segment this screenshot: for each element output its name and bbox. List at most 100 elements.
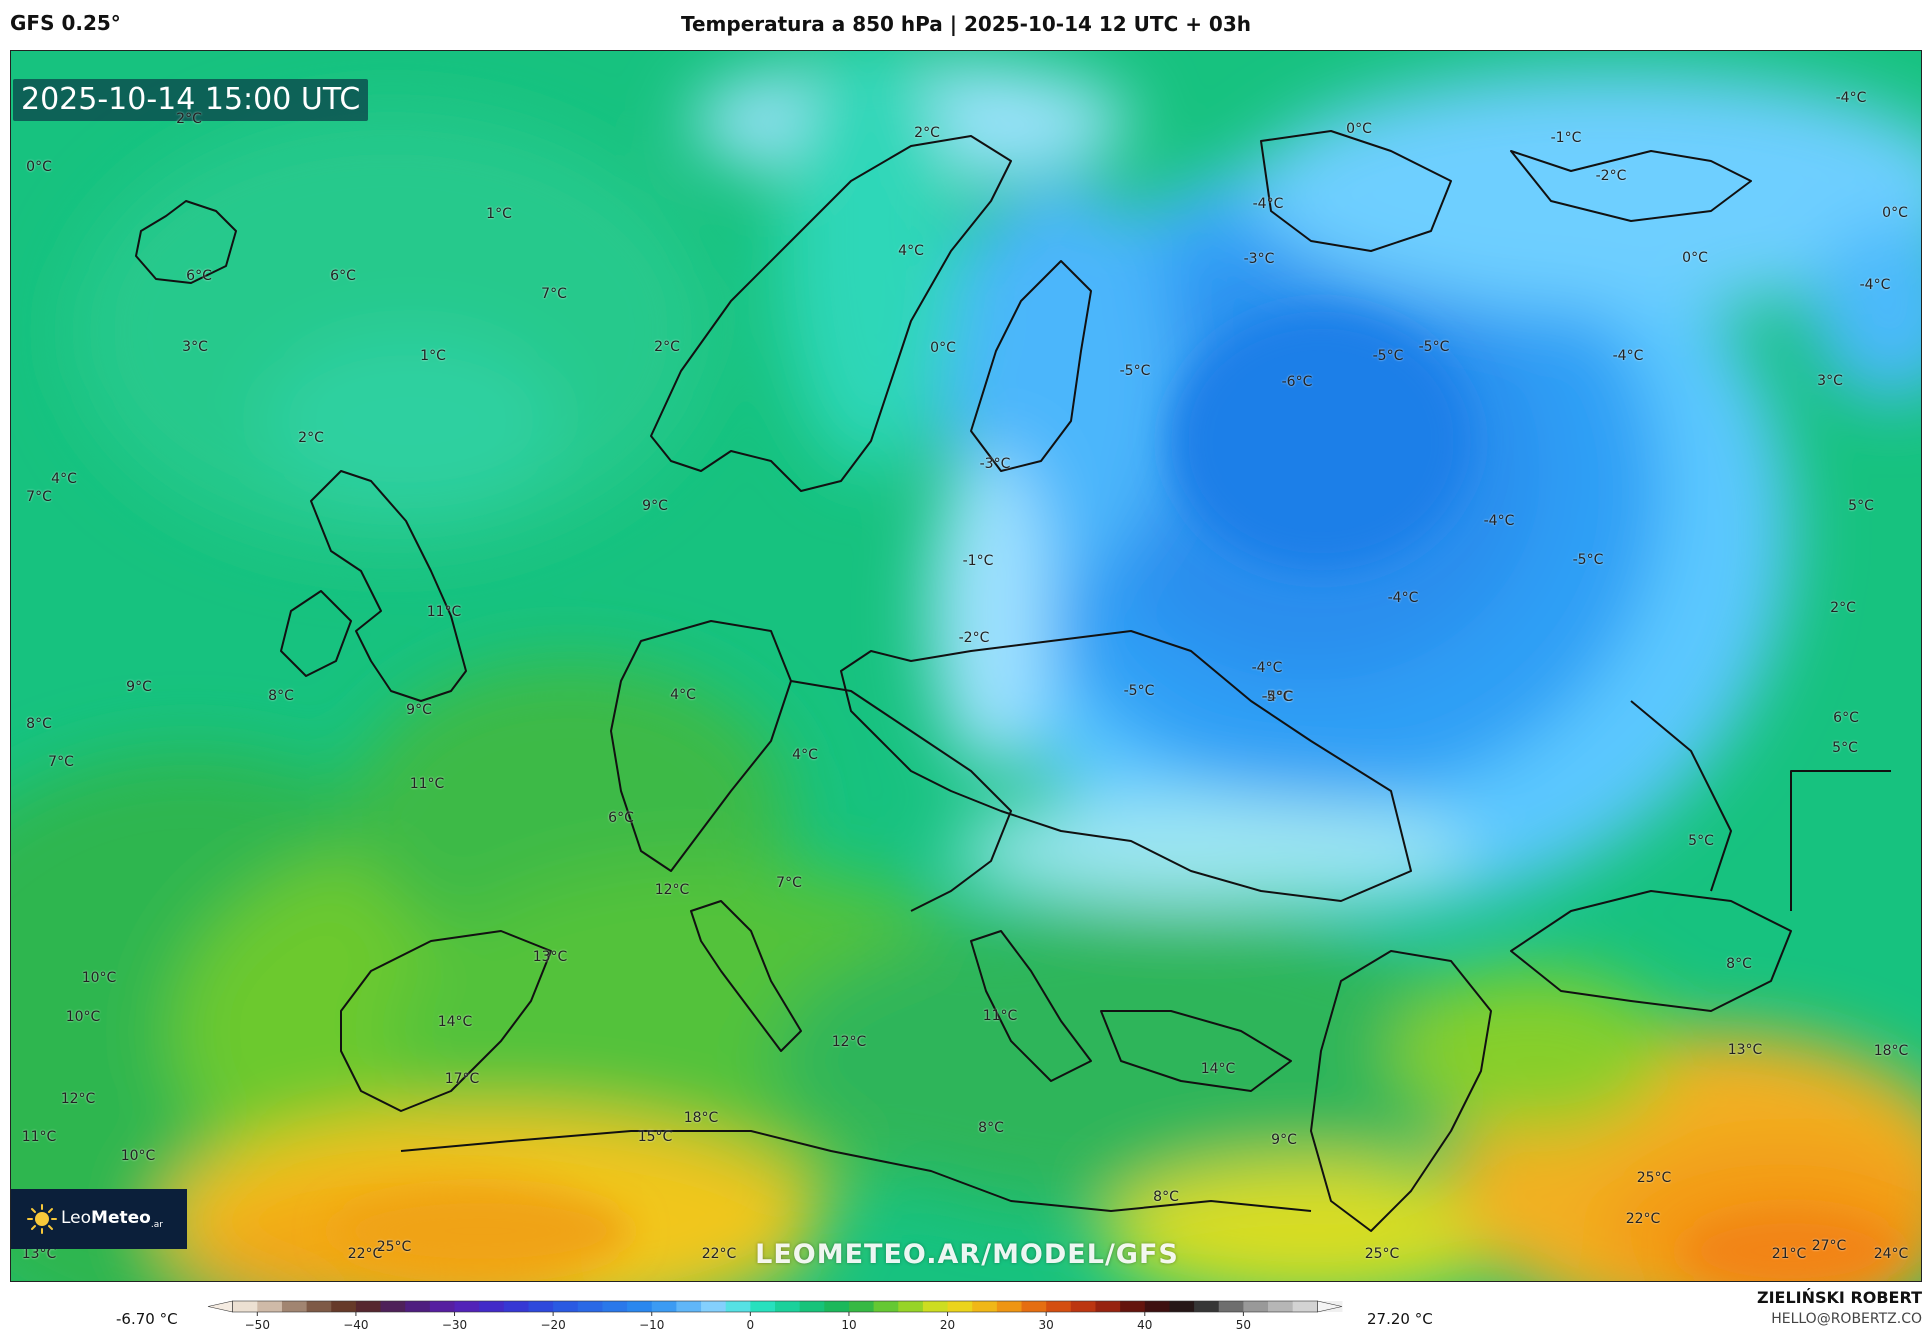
colorbar-tick-label: 50 [1236, 1318, 1251, 1332]
temp-label: 14°C [437, 1014, 473, 1030]
temp-label: 12°C [831, 1034, 867, 1050]
colorbar-cell [1218, 1301, 1244, 1312]
colorbar-min-arrow [207, 1300, 233, 1313]
temp-label: -2°C [1595, 168, 1627, 184]
temp-label: 17°C [444, 1071, 480, 1087]
colorbar-cell [1046, 1301, 1072, 1312]
temp-label: 6°C [186, 268, 212, 284]
colorbar-cell [775, 1301, 801, 1312]
temp-label: 21°C [1771, 1246, 1807, 1262]
temp-label: 11°C [982, 1008, 1018, 1024]
temp-label: 9°C [126, 679, 152, 695]
temperature-map: 2025-10-14 15:00 UTC 2°C 0°C 1°C 6°C 6°C… [10, 50, 1922, 1282]
temp-label: 8°C [1153, 1189, 1179, 1205]
colorbar-cell [1268, 1301, 1294, 1312]
colorbar-cell [306, 1301, 332, 1312]
temp-label: 7°C [541, 286, 567, 302]
colorbar-cell [429, 1301, 456, 1312]
colorbar-cell [479, 1301, 505, 1312]
logo-text: LeoMeteo.ar [61, 1208, 163, 1230]
temp-label: 10°C [81, 970, 117, 986]
temp-label: 2°C [176, 111, 202, 127]
colorbar-tick-label: −40 [343, 1318, 368, 1332]
temp-label: -4°C [1252, 196, 1284, 212]
temp-label: 0°C [26, 159, 52, 175]
temp-label: -4°C [1859, 277, 1891, 293]
colorbar-cell [577, 1301, 603, 1312]
author-email[interactable]: HELLO@ROBERTZ.CO [1771, 1311, 1922, 1327]
temp-label: 15°C [637, 1129, 673, 1145]
colorbar-cell [380, 1301, 406, 1312]
temp-label: 1°C [486, 206, 512, 222]
colorbar-tick-label: −20 [540, 1318, 565, 1332]
model-label: GFS 0.25° [10, 11, 121, 35]
temp-label: 22°C [701, 1246, 737, 1262]
author-name: ZIELIŃSKI ROBERT [1756, 1288, 1922, 1307]
temp-label: 8°C [268, 688, 294, 704]
colorbar-tick-label: 0 [747, 1318, 755, 1332]
colorbar-cell [996, 1301, 1023, 1312]
colorbar-tick-label: 20 [940, 1318, 955, 1332]
temp-label: 7°C [776, 875, 802, 891]
temp-label: 22°C [1625, 1211, 1661, 1227]
temp-label: 12°C [60, 1091, 96, 1107]
temp-label: 2°C [298, 430, 324, 446]
colorbar-cell [972, 1301, 998, 1312]
colorbar-cell [1243, 1301, 1269, 1312]
colorbar-tick-label: 40 [1137, 1318, 1152, 1332]
colorbar-cell [1292, 1301, 1318, 1312]
temp-label: -4°C [1612, 348, 1644, 364]
temp-label: 9°C [406, 702, 432, 718]
coastlines [135, 130, 1891, 1232]
colorbar-tick-label: 10 [841, 1318, 856, 1332]
temp-label: 5°C [1848, 498, 1874, 514]
colorbar-cell [922, 1301, 949, 1312]
colorbar-cell [553, 1301, 579, 1312]
colorbar-cell [405, 1301, 431, 1312]
temp-label: 25°C [1364, 1246, 1400, 1262]
colorbar-cell [1070, 1301, 1096, 1312]
temp-label: 8°C [978, 1120, 1004, 1136]
colorbar-cell [824, 1301, 850, 1312]
temp-label: -5°C [1418, 339, 1450, 355]
temp-label: 9°C [1271, 1132, 1297, 1148]
temp-label: -4°C [1387, 590, 1419, 606]
temp-label: -3°C [1243, 251, 1275, 267]
temp-label: 13°C [532, 949, 568, 965]
colorbar-cell [1021, 1301, 1047, 1312]
leometeo-logo[interactable]: LeoMeteo.ar [11, 1189, 187, 1249]
colorbar-cell [281, 1301, 308, 1312]
temp-label: 18°C [683, 1110, 719, 1126]
colorbar-cell [1194, 1301, 1220, 1312]
temp-label: 4°C [792, 747, 818, 763]
temp-label: 18°C [1873, 1043, 1909, 1059]
colorbar-cell [355, 1301, 382, 1312]
sun-icon [27, 1204, 57, 1234]
temp-label: -1°C [1550, 130, 1582, 146]
colorbar-border [232, 1300, 1318, 1313]
temp-label: 13°C [1727, 1042, 1763, 1058]
colorbar-cell [454, 1301, 480, 1312]
colorbar-tick-label: −50 [245, 1318, 270, 1332]
colorbar-cell [848, 1301, 875, 1312]
temp-label: 5°C [1688, 833, 1714, 849]
colorbar-cell [799, 1301, 825, 1312]
temp-label: 11°C [409, 776, 445, 792]
watermark-url: LEOMETEO.AR/MODEL/GFS [755, 1239, 1179, 1270]
temp-label: 0°C [1882, 205, 1908, 221]
colorbar-max-label: 27.20 °C [1367, 1310, 1433, 1328]
colorbar-cell [701, 1301, 727, 1312]
temp-label: 5°C [1832, 740, 1858, 756]
temp-label: 6°C [330, 268, 356, 284]
temp-label: 2°C [914, 125, 940, 141]
temp-label: 3°C [182, 339, 208, 355]
temp-label: -4°C [1251, 660, 1283, 676]
colorbar-cell [873, 1301, 899, 1312]
temp-label: -5°C [1572, 552, 1604, 568]
temp-label: 12°C [654, 882, 690, 898]
temp-label: 14°C [1200, 1061, 1236, 1077]
temp-label: 4°C [670, 687, 696, 703]
colorbar-cell [602, 1301, 628, 1312]
valid-time-badge: 2025-10-14 15:00 UTC [13, 79, 369, 121]
colorbar-cell [725, 1301, 751, 1312]
